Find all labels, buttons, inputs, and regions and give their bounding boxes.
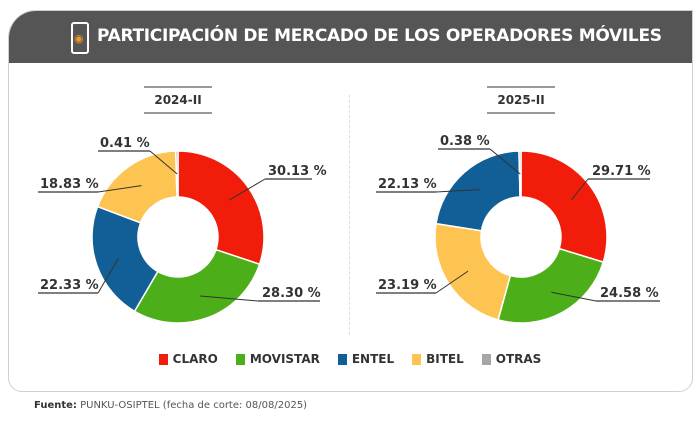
slice-entel-2025-II xyxy=(435,150,521,232)
legend-swatch xyxy=(337,353,347,365)
data-label: 28.30 % xyxy=(262,286,321,301)
leader-line xyxy=(435,270,469,294)
data-label: 24.58 % xyxy=(600,286,659,301)
legend-swatch xyxy=(481,353,491,365)
legend-label: ENTEL xyxy=(351,352,395,366)
leader-line xyxy=(97,185,142,193)
legend-swatch xyxy=(412,353,422,365)
legend-label: CLARO xyxy=(172,352,218,366)
data-label: 22.13 % xyxy=(378,177,437,192)
data-label: 0.41 % xyxy=(100,136,150,151)
legend-label: BITEL xyxy=(426,352,464,366)
legend: CLARO MOVISTAR ENTEL BITEL OTRAS xyxy=(0,352,700,366)
legend-item-otras: OTRAS xyxy=(481,352,542,366)
period-2024: 2024-II xyxy=(144,86,212,114)
data-label: 30.13 % xyxy=(268,164,327,179)
legend-item-claro: CLARO xyxy=(158,352,218,366)
leader-line xyxy=(435,189,480,193)
leader-line xyxy=(551,291,597,302)
source-note: Fuente: PUNKU-OSIPTEL (fecha de corte: 0… xyxy=(34,400,308,411)
leader-line xyxy=(489,148,521,175)
data-label: 22.33 % xyxy=(40,278,99,293)
leader-line xyxy=(228,178,266,201)
legend-label: MOVISTAR xyxy=(249,352,320,366)
data-label: 0.38 % xyxy=(440,134,490,149)
slice-movistar-2025-II xyxy=(497,247,605,324)
leader-line xyxy=(571,178,589,200)
data-label: 18.83 % xyxy=(40,177,99,192)
legend-item-movistar: MOVISTAR xyxy=(235,352,320,366)
leader-line xyxy=(200,295,259,302)
slice-bitel-2024-II xyxy=(96,150,178,224)
legend-swatch xyxy=(235,353,245,365)
leader-line xyxy=(149,150,178,175)
leader-line xyxy=(97,257,120,294)
slice-claro-2025-II xyxy=(520,150,608,264)
legend-swatch xyxy=(158,353,168,365)
data-label: 29.71 % xyxy=(592,164,651,179)
period-2025: 2025-II xyxy=(487,86,555,114)
divider xyxy=(349,95,350,335)
data-label: 23.19 % xyxy=(378,278,437,293)
slice-movistar-2024-II xyxy=(133,248,261,324)
chart-title: PARTICIPACIÓN DE MERCADO DE LOS OPERADOR… xyxy=(97,26,662,46)
slice-entel-2024-II xyxy=(91,205,159,313)
slice-claro-2024-II xyxy=(177,150,265,266)
slice-bitel-2025-II xyxy=(434,222,512,321)
phone-wifi-icon: ◉ xyxy=(71,22,89,54)
header: ◉ PARTICIPACIÓN DE MERCADO DE LOS OPERAD… xyxy=(9,11,692,63)
legend-label: OTRAS xyxy=(495,352,542,366)
legend-item-entel: ENTEL xyxy=(337,352,395,366)
legend-item-bitel: BITEL xyxy=(412,352,464,366)
